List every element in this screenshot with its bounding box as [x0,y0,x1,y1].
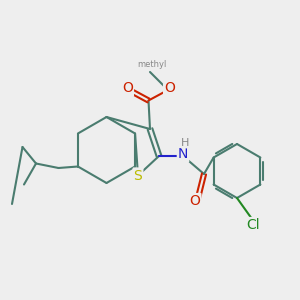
Text: methyl: methyl [137,60,166,69]
Text: H: H [181,137,190,148]
Text: O: O [122,82,133,95]
Text: N: N [178,148,188,161]
Text: O: O [164,82,175,95]
Text: O: O [190,194,200,208]
Text: S: S [134,169,142,182]
Text: Cl: Cl [247,218,260,232]
